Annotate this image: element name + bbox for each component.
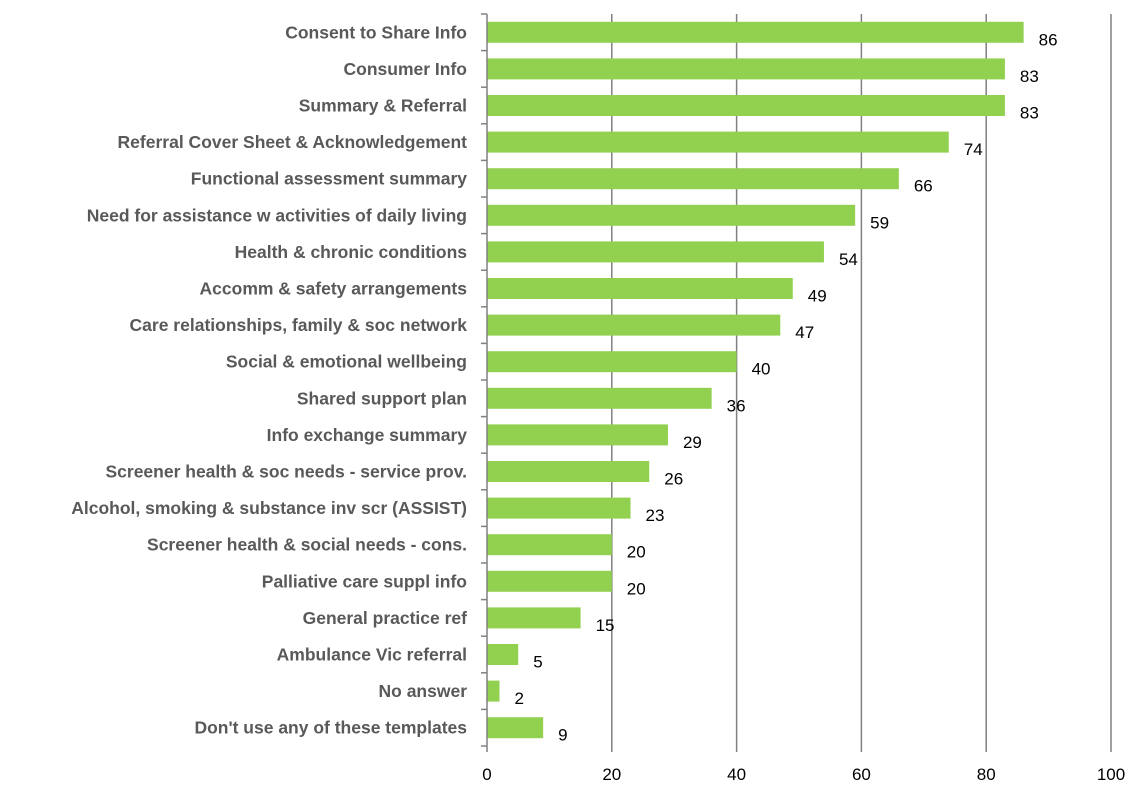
x-tick-label: 100 <box>1097 765 1125 784</box>
bar <box>487 717 544 739</box>
data-label: 74 <box>964 140 983 159</box>
category-label: Functional assessment summary <box>191 169 467 189</box>
data-label: 54 <box>839 250 858 269</box>
data-label: 83 <box>1020 104 1039 123</box>
data-label: 20 <box>627 543 646 562</box>
bar <box>487 314 781 336</box>
bars <box>487 21 1024 739</box>
data-label: 47 <box>795 323 814 342</box>
x-tick-label: 60 <box>852 765 871 784</box>
category-labels: Consent to Share Info Consumer Info Summar… <box>71 22 467 737</box>
bar <box>487 680 500 702</box>
bar <box>487 58 1005 80</box>
data-label: 2 <box>514 689 523 708</box>
x-tick-label: 0 <box>482 765 491 784</box>
category-label: General practice ref <box>303 608 468 628</box>
data-label: 86 <box>1039 30 1058 49</box>
bar <box>487 95 1005 116</box>
bar <box>487 607 581 629</box>
data-label: 5 <box>533 653 542 672</box>
data-label: 49 <box>808 287 827 306</box>
bar <box>487 351 737 373</box>
bar <box>487 424 668 446</box>
bar <box>487 21 1024 43</box>
bar <box>487 570 612 592</box>
category-label: Consumer Info <box>344 59 467 79</box>
data-label: 59 <box>870 213 889 232</box>
axes <box>481 13 1112 752</box>
category-label: Alcohol, smoking & substance inv scr (AS… <box>71 498 467 518</box>
category-label: Summary & Referral <box>299 96 467 116</box>
data-label: 15 <box>596 616 615 635</box>
data-label: 36 <box>727 396 746 415</box>
x-tick-labels: 0 20 40 60 80 100 <box>482 765 1125 784</box>
gridlines <box>611 14 1112 746</box>
category-label: Referral Cover Sheet & Acknowledgement <box>118 132 468 152</box>
category-label: Shared support plan <box>297 388 467 408</box>
bar <box>487 204 856 226</box>
category-label: Info exchange summary <box>267 425 468 445</box>
data-label: 26 <box>664 470 683 489</box>
category-label: Need for assistance w activities of dail… <box>87 205 467 225</box>
category-label: Health & chronic conditions <box>235 242 468 262</box>
data-label: 83 <box>1020 67 1039 86</box>
data-label: 29 <box>683 433 702 452</box>
category-label: Don't use any of these templates <box>194 718 467 738</box>
data-label: 20 <box>627 579 646 598</box>
data-label: 40 <box>752 360 771 379</box>
category-label: Social & emotional wellbeing <box>226 352 467 372</box>
bar <box>487 644 519 665</box>
x-tick-label: 40 <box>727 765 746 784</box>
x-tick-label: 20 <box>602 765 621 784</box>
category-label: Consent to Share Info <box>285 22 467 42</box>
data-label: 9 <box>558 726 567 745</box>
x-tick-label: 80 <box>977 765 996 784</box>
category-label: Palliative care suppl info <box>262 571 467 591</box>
bar <box>487 461 650 482</box>
category-label: Care relationships, family & soc network <box>130 315 468 335</box>
category-label: Accomm & safety arrangements <box>200 279 468 299</box>
category-label: No answer <box>379 681 468 701</box>
bar <box>487 387 712 409</box>
bar <box>487 534 612 556</box>
data-label: 23 <box>646 506 665 525</box>
bar <box>487 241 824 263</box>
data-label: 66 <box>914 177 933 196</box>
bar <box>487 278 793 299</box>
bar <box>487 497 631 519</box>
category-label: Screener health & soc needs - service pr… <box>105 462 467 482</box>
bar <box>487 131 949 153</box>
bar <box>487 168 899 190</box>
category-label: Ambulance Vic referral <box>277 645 467 665</box>
category-label: Screener health & social needs - cons. <box>147 535 467 555</box>
